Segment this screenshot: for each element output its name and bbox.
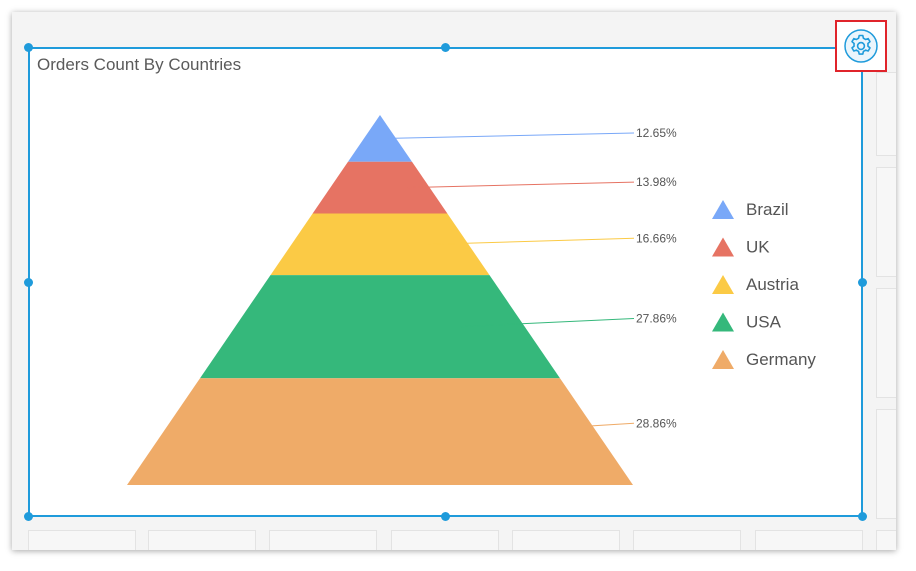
legend-marker-austria xyxy=(712,275,734,294)
background-tile xyxy=(755,530,863,550)
pyramid-segment-uk xyxy=(312,161,448,214)
background-tile xyxy=(876,167,896,277)
resize-handle-left[interactable] xyxy=(24,278,33,287)
gear-icon xyxy=(844,29,878,63)
resize-handle-top-left[interactable] xyxy=(24,43,33,52)
legend-label-germany: Germany xyxy=(746,350,816,369)
background-tile xyxy=(148,530,256,550)
legend-marker-germany xyxy=(712,350,734,369)
background-tile xyxy=(876,530,896,550)
background-tile xyxy=(269,530,377,550)
data-label-brazil: 12.65% xyxy=(636,126,677,140)
pyramid-segment-austria xyxy=(270,213,490,276)
resize-handle-top[interactable] xyxy=(441,43,450,52)
pyramid-chart-widget[interactable]: Orders Count By Countries 12.65% 13.98% 16… xyxy=(28,47,863,517)
pyramid-segment-germany xyxy=(127,378,633,485)
background-tile xyxy=(633,530,741,550)
resize-handle-right[interactable] xyxy=(858,278,867,287)
widget-title: Orders Count By Countries xyxy=(37,55,242,74)
legend-label-uk: UK xyxy=(746,238,770,257)
legend-marker-uk xyxy=(712,237,734,257)
background-tile xyxy=(876,288,896,398)
legend-marker-brazil xyxy=(712,200,734,219)
connector-line-uk xyxy=(407,181,635,189)
pyramid-chart: 12.65% 13.98% 16.66% 27.86% 28.86% Brazil UK Au… xyxy=(127,115,816,485)
data-label-germany: 28.86% xyxy=(636,416,677,430)
background-tile xyxy=(876,409,896,519)
resize-handle-bottom-right[interactable] xyxy=(858,512,867,521)
pyramid-segment-brazil xyxy=(347,115,413,162)
background-tile xyxy=(876,72,896,156)
background-tile xyxy=(512,530,620,550)
data-label-usa: 27.86% xyxy=(636,312,677,326)
resize-handle-bottom-left[interactable] xyxy=(24,512,33,521)
dashboard-canvas: Orders Count By Countries 12.65% 13.98% 16… xyxy=(12,12,896,550)
connector-line-brazil xyxy=(388,132,635,139)
resize-handle-bottom[interactable] xyxy=(441,512,450,521)
legend-marker-usa xyxy=(712,312,734,332)
pyramid-segment-usa xyxy=(200,275,560,379)
connector-line-austria xyxy=(428,237,635,245)
background-tile xyxy=(28,530,136,550)
data-label-austria: 16.66% xyxy=(636,231,677,245)
legend-label-brazil: Brazil xyxy=(746,200,789,219)
connector-line-germany xyxy=(499,422,635,433)
legend-label-usa: USA xyxy=(746,313,782,332)
background-tile xyxy=(391,530,499,550)
data-label-uk: 13.98% xyxy=(636,175,677,189)
connector-line-usa xyxy=(459,318,635,328)
settings-button[interactable] xyxy=(835,20,887,72)
legend-label-austria: Austria xyxy=(746,275,799,294)
